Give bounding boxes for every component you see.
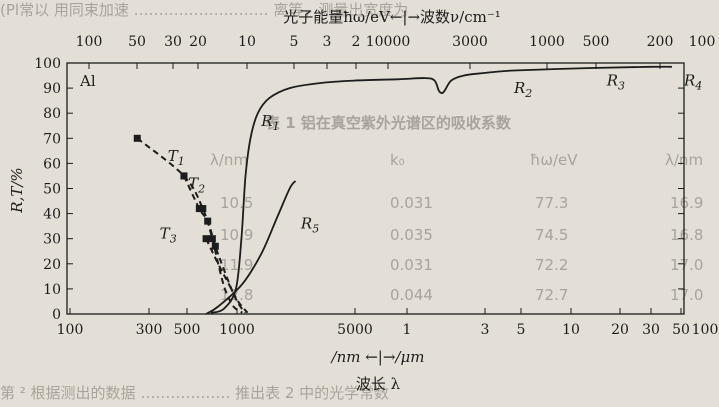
y-tick-label: 20 <box>43 257 61 273</box>
bg-th-0: λ/nm <box>210 151 248 169</box>
curve-t3 <box>205 238 249 314</box>
top-tick-label: 100 <box>689 34 716 50</box>
top-axis-label: 光子能量ħω/eV←|→波数ν/cm⁻¹ <box>283 8 501 26</box>
top-tick-label: 10000 <box>366 34 411 50</box>
bg-cell: 74.5 <box>535 226 568 244</box>
top-tick-labels: 100 50 30 20 10 5 3 2 10000 3000 1000 50… <box>76 34 716 50</box>
bottom-tick-label: 1000 <box>219 322 255 338</box>
bottom-tick-labels: 100 300 500 1000 5000 1 3 5 10 20 30 50 … <box>57 322 719 338</box>
bg-cell: 17.0 <box>670 256 703 274</box>
y-axis-title: R,T/% <box>8 167 26 213</box>
bg-bottom-line: 第 ² 根据测出的数据 ……………… 推出表 2 中的光学常数 <box>0 384 389 402</box>
bottom-tick-label: 3 <box>481 322 490 338</box>
curve-label-r3: R3 <box>606 72 625 93</box>
bottom-tick-label: 5 <box>517 322 526 338</box>
bottom-tick-label: 20 <box>611 322 629 338</box>
bg-cell: 77.3 <box>535 194 568 212</box>
bg-table-title: 表 1 铝在真空紫外光谱区的吸收系数 <box>265 114 512 132</box>
bottom-tick-label: 5000 <box>337 322 373 338</box>
bg-cell: 11.9 <box>220 256 253 274</box>
curve-r1 <box>210 65 672 314</box>
x-axis-title: 波长 λ <box>356 375 401 393</box>
bottom-tick-label: 50 <box>672 322 690 338</box>
curve-label-r2: R2 <box>513 79 532 100</box>
marker-t3 <box>202 235 210 243</box>
y-tick-label: 10 <box>43 282 61 298</box>
y-tick-label: 40 <box>43 207 61 223</box>
top-tick-label: 500 <box>583 34 610 50</box>
bg-th-2: ħω/eV <box>530 151 578 169</box>
plot-frame <box>66 62 685 315</box>
y-tick-label: 50 <box>43 182 61 198</box>
bg-cell: 72.2 <box>535 256 568 274</box>
bg-cell: 0.035 <box>390 226 433 244</box>
marker-t2 <box>204 217 212 225</box>
y-axis: 0 10 20 30 40 50 60 70 80 90 100 <box>34 56 684 323</box>
curve-label-t2: T2 <box>188 175 205 196</box>
bg-cell: 0.044 <box>390 286 433 304</box>
bg-cell: 0.031 <box>390 194 433 212</box>
top-tick-label: 3 <box>323 34 332 50</box>
bg-cell: 10.5 <box>220 194 253 212</box>
x-tick-marks <box>69 63 682 314</box>
y-tick-label: 100 <box>34 56 61 72</box>
bg-cell: 16.8 <box>670 226 703 244</box>
bottom-tick-label: 10 <box>562 322 580 338</box>
top-tick-label: 200 <box>647 34 674 50</box>
chart-title: Al <box>79 72 96 90</box>
top-tick-label: 3000 <box>452 34 488 50</box>
top-tick-label: 2 <box>352 34 361 50</box>
marker-t2 <box>211 242 219 250</box>
curve-label-t1: T1 <box>168 147 185 168</box>
curve-label-r1: R1 <box>260 112 279 133</box>
bg-th-1: k₀ <box>390 151 405 169</box>
bg-cell: 17.0 <box>670 286 703 304</box>
marker-t1 <box>133 134 141 142</box>
bg-cell: 0.031 <box>390 256 433 274</box>
marker-t2 <box>195 205 203 213</box>
bottom-tick-label: 30 <box>642 322 660 338</box>
markers <box>133 134 219 250</box>
bg-top-line: (Pl常以 用同束加速 ……………………… 离等，测量出宽度为 <box>0 1 408 19</box>
curve-label-r4: R4 <box>683 72 702 93</box>
marker-t2 <box>180 172 188 180</box>
bottom-tick-label: 500 <box>174 322 201 338</box>
curve-t2 <box>183 175 247 314</box>
bottom-tick-label: 300 <box>136 322 163 338</box>
y-tick-label: 70 <box>43 131 61 147</box>
y-tick-label: 80 <box>43 106 61 122</box>
bottom-tick-label: 100 <box>692 322 719 338</box>
top-tick-label: 1000 <box>529 34 565 50</box>
top-tick-label: 5 <box>290 34 299 50</box>
curves <box>136 65 672 315</box>
y-tick-label: 90 <box>43 81 61 97</box>
curve-label-r5: R5 <box>300 215 319 236</box>
top-tick-label: 30 <box>164 34 182 50</box>
y-tick-label: 30 <box>43 232 61 248</box>
bg-cell: 10.9 <box>220 226 253 244</box>
bg-cell: 16.9 <box>670 194 703 212</box>
curve-label-t3: T3 <box>160 225 177 246</box>
bg-cell: 72.7 <box>535 286 568 304</box>
background-page-text: (Pl常以 用同束加速 ……………………… 离等，测量出宽度为 表 1 铝在真空… <box>0 1 703 402</box>
y-tick-label: 60 <box>43 156 61 172</box>
top-tick-label: 50 <box>128 34 146 50</box>
y-tick-label: 0 <box>52 307 61 323</box>
bottom-axis-label: /nm ←|→/μm <box>330 348 425 366</box>
top-tick-label: 100 <box>76 34 103 50</box>
curve-r5 <box>205 180 297 315</box>
bottom-tick-label: 100 <box>57 322 84 338</box>
top-tick-label: 20 <box>189 34 207 50</box>
bottom-tick-label: 1 <box>403 322 412 338</box>
marker-t1 <box>208 235 216 243</box>
top-tick-label: 10 <box>238 34 256 50</box>
